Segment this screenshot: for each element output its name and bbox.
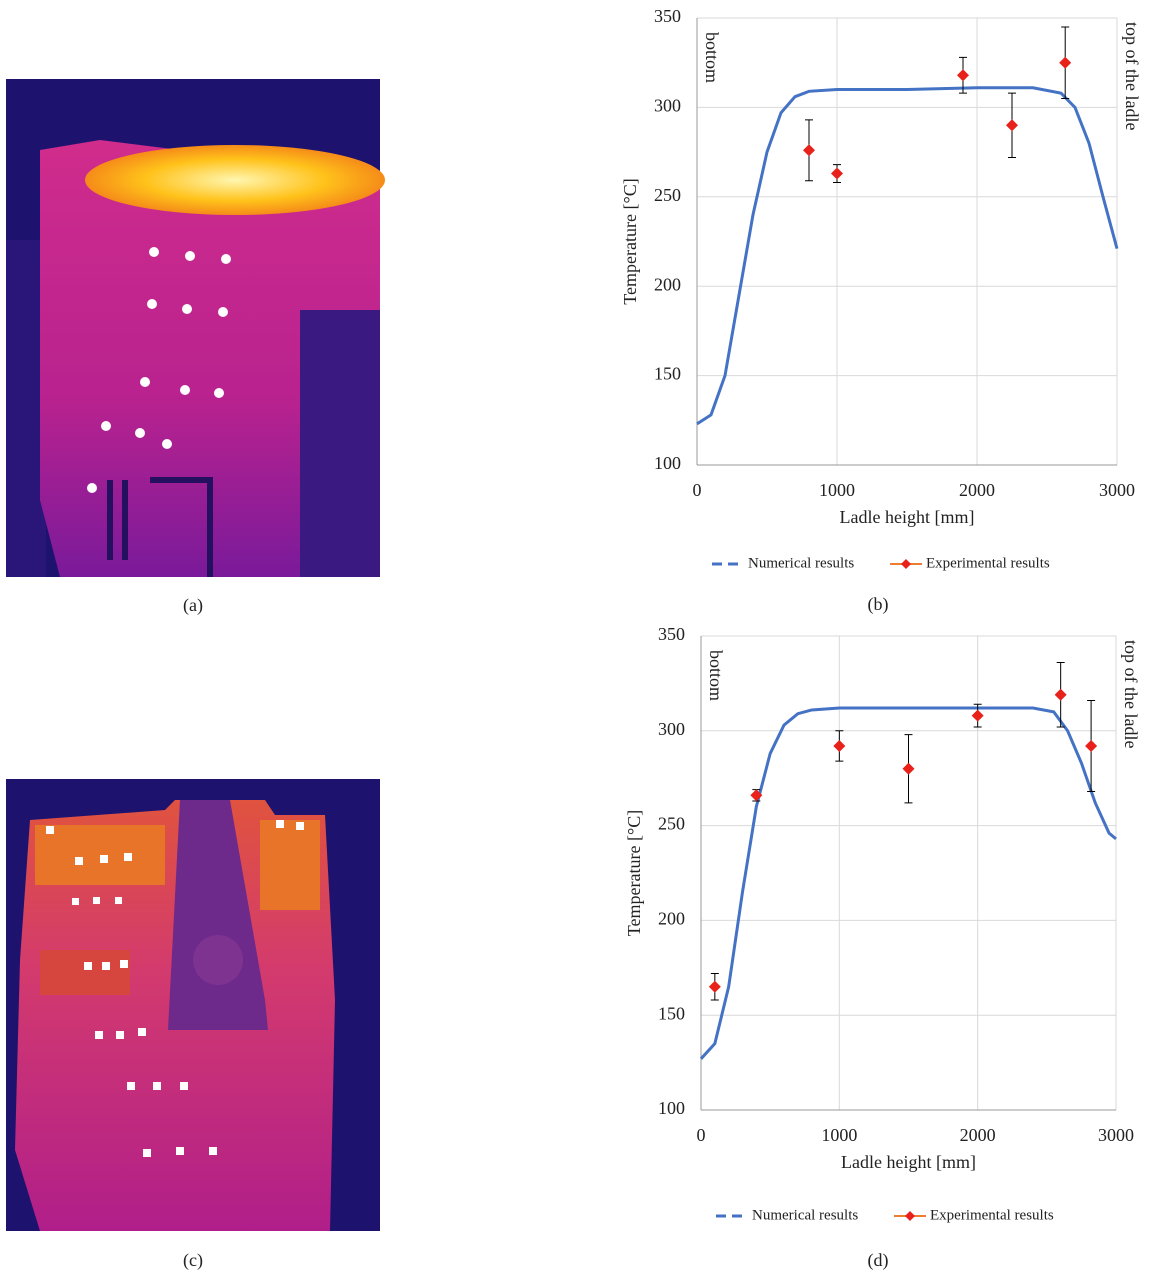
annotation: bottom (706, 650, 726, 701)
y-tick-label: 200 (654, 274, 681, 294)
x-tick-label: 3000 (1098, 1125, 1134, 1145)
thermal-image-a (6, 79, 385, 577)
legend-label: Numerical results (752, 1207, 858, 1223)
y-tick-label: 250 (654, 185, 681, 205)
data-point (803, 144, 815, 157)
x-tick-label: 0 (697, 1125, 706, 1145)
x-axis-label: Ladle height [mm] (841, 1152, 976, 1172)
data-point (708, 980, 721, 993)
y-tick-label: 300 (654, 96, 681, 116)
y-tick-label: 350 (654, 6, 681, 26)
y-tick-label: 350 (658, 624, 685, 644)
caption: (d) (868, 1250, 889, 1271)
y-axis-label: Temperature [°C] (620, 178, 640, 304)
y-tick-label: 100 (654, 453, 681, 473)
y-tick-label: 150 (654, 364, 681, 384)
x-tick-label: 1000 (819, 480, 855, 500)
data-point (1059, 56, 1072, 69)
series-line (699, 706, 1117, 1060)
data-point (1006, 119, 1018, 132)
annotation: top of the ladle (1122, 22, 1142, 130)
legend-swatch (905, 1211, 915, 1221)
y-tick-label: 200 (658, 909, 685, 929)
data-point (1085, 739, 1098, 752)
caption: (b) (868, 594, 889, 615)
x-tick-label: 0 (693, 480, 702, 500)
caption: (a) (183, 595, 203, 616)
x-tick-label: 1000 (821, 1125, 857, 1145)
data-point (750, 789, 763, 802)
x-axis-label: Ladle height [mm] (840, 507, 975, 527)
annotation: bottom (702, 32, 722, 83)
x-tick-label: 2000 (959, 480, 995, 500)
legend-swatch (901, 559, 911, 569)
legend-label: Experimental results (930, 1207, 1054, 1223)
data-point (831, 167, 843, 180)
y-tick-label: 250 (658, 814, 685, 834)
annotation: top of the ladle (1121, 640, 1141, 748)
y-tick-label: 150 (658, 1003, 685, 1023)
x-tick-label: 3000 (1099, 480, 1135, 500)
data-point (1054, 688, 1067, 701)
y-axis-label: Temperature [°C] (624, 810, 644, 936)
legend-label: Experimental results (926, 555, 1050, 571)
data-point (833, 739, 846, 752)
y-tick-label: 100 (658, 1098, 685, 1118)
y-tick-label: 300 (658, 719, 685, 739)
caption: (c) (183, 1250, 203, 1271)
legend-label: Numerical results (748, 555, 854, 571)
x-tick-label: 2000 (960, 1125, 996, 1145)
data-point (902, 762, 915, 775)
thermal-image-c (6, 779, 380, 1231)
data-point (971, 709, 984, 722)
series-line (696, 86, 1119, 426)
data-point (957, 69, 969, 82)
